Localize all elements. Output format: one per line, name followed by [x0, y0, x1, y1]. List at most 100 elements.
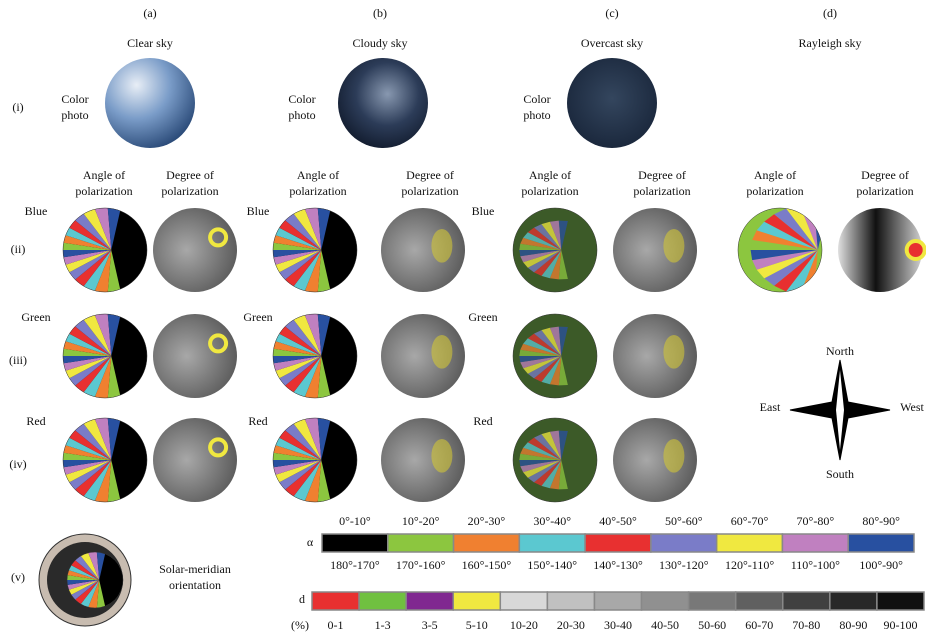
aop-wedge [750, 239, 818, 250]
aop-wedge [549, 356, 562, 386]
aop-wedge [519, 356, 562, 363]
aop-wedge [786, 250, 818, 292]
aop-wedge [520, 447, 562, 460]
aop-wedge [107, 460, 122, 502]
column-title: Rayleigh sky [799, 36, 862, 50]
aop-wedge [277, 460, 322, 502]
aop-wedge [519, 349, 562, 356]
column-title: Overcast sky [581, 36, 643, 50]
angle-header: Angle of [83, 168, 125, 182]
d-swatch [499, 591, 549, 611]
aop-wedge [317, 418, 332, 460]
aop-wedge [534, 356, 562, 382]
alpha-symbol: α [307, 535, 314, 549]
aop-wedge [549, 220, 562, 250]
alpha-swatch [518, 533, 586, 553]
aop-wedge [67, 580, 100, 587]
channel-label: Red [248, 414, 267, 428]
alpha-swatch [321, 533, 389, 553]
aop-wedge [549, 326, 562, 356]
solar-meridian-label: Solar-meridian [159, 562, 231, 576]
compass-inner [836, 370, 844, 450]
aop-wedge [541, 460, 562, 489]
aop-wedge [70, 580, 100, 608]
alpha-top-label: 30°-40° [533, 514, 571, 528]
aop-wedge [534, 434, 562, 460]
aop-disc [63, 418, 147, 502]
solar-meridian-label: orientation [169, 578, 221, 592]
aop-wedge [273, 345, 322, 356]
aop-disc [513, 208, 597, 292]
aop-wedge [93, 356, 112, 398]
aop-disc [273, 208, 357, 292]
aop-wedge [79, 250, 112, 292]
alpha-top-label: 50°-60° [665, 514, 703, 528]
d-label: 80-90 [839, 618, 867, 632]
row-label: (iv) [9, 457, 26, 471]
d-swatch [734, 591, 784, 611]
aop-wedge [523, 460, 562, 478]
channel-label: Green [243, 310, 272, 324]
aop-wedge [520, 343, 562, 356]
d-label: 40-50 [651, 618, 679, 632]
aop-wedge [107, 208, 122, 250]
alpha-swatch [452, 533, 521, 553]
aop-wedge [541, 250, 562, 279]
aop-wedge [93, 314, 112, 356]
aop-wedge [303, 418, 322, 460]
d-label: 60-70 [745, 618, 773, 632]
aop-wedge [289, 460, 322, 502]
angle-header: polarization [75, 184, 132, 198]
aop-wedge [63, 345, 112, 356]
aop-wedge [520, 237, 562, 250]
channel-label: Green [468, 310, 497, 324]
aop-outline [272, 417, 358, 503]
aop-wedge [107, 314, 122, 356]
aop-wedge [63, 230, 112, 250]
aop-wedge [67, 460, 112, 502]
d-label: 0-1 [328, 618, 344, 632]
aop-wedge [774, 208, 818, 250]
aop-wedge [549, 250, 562, 280]
d-unit: (%) [291, 618, 309, 632]
aop-wedge [273, 460, 322, 471]
dop-disc [153, 208, 237, 292]
aop-wedge [70, 552, 100, 580]
aop-wedge [87, 580, 100, 608]
aop-wedge [96, 552, 107, 580]
aop-wedge [527, 356, 562, 379]
aop-wedge [93, 250, 112, 292]
aop-wedge [289, 208, 322, 250]
row-label: (i) [12, 100, 23, 114]
aop-wedge [558, 326, 568, 356]
aop-wedge [523, 356, 562, 374]
alpha-top-label: 10°-20° [402, 514, 440, 528]
aop-wedge [67, 580, 100, 594]
aop-outline [66, 551, 124, 609]
aop-wedge [273, 460, 322, 480]
aop-wedge [78, 580, 100, 608]
color-photo-label: Color [523, 92, 550, 106]
aop-wedge [527, 460, 562, 483]
alpha-bottom-label: 170°-160° [396, 558, 446, 572]
aop-wedge [558, 356, 568, 386]
compass-west: West [900, 400, 924, 414]
aop-wedge [107, 418, 122, 460]
alpha-bottom-label: 180°-170° [330, 558, 380, 572]
aop-wedge [63, 440, 112, 460]
color-photo-label: photo [288, 108, 315, 122]
d-swatch [876, 591, 925, 611]
aop-wedge [523, 232, 562, 250]
channel-label: Blue [25, 204, 48, 218]
aop-wedge [277, 418, 322, 460]
aop-wedge [317, 208, 332, 250]
dop-patch [663, 229, 685, 263]
channel-label: Blue [247, 204, 270, 218]
aop-wedge [273, 250, 322, 261]
aop-outline [512, 417, 598, 503]
aop-wedge [519, 453, 562, 460]
aop-wedge [273, 230, 322, 250]
dop-patch [431, 439, 453, 473]
aop-wedge [96, 580, 107, 608]
d-swatch [687, 591, 737, 611]
